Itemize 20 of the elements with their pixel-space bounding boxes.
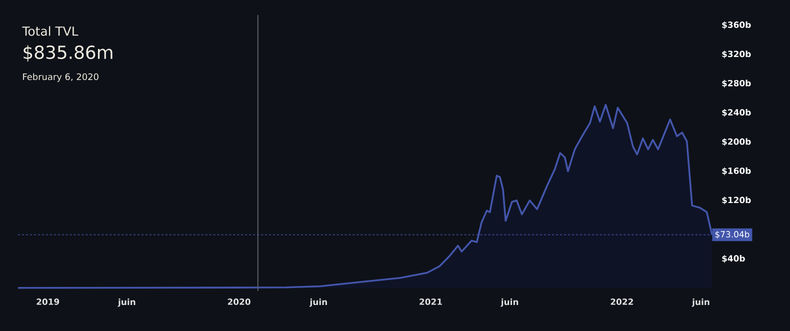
- annotation: February 6, 2020: [23, 73, 98, 82]
- x-tick-label: 2020: [228, 298, 250, 305]
- y-tick-label: $240b: [722, 108, 751, 117]
- x-tick-label: juin: [692, 298, 710, 307]
- x-tick-label: 2021: [420, 298, 442, 305]
- x-tick-label: juin: [118, 298, 136, 307]
- y-tick-label: $280b: [722, 80, 751, 88]
- y-tick-label: $320b: [722, 50, 751, 58]
- y-tick-label: $160b: [722, 167, 751, 176]
- y-tick-label: $200b: [722, 138, 751, 146]
- text: $835.86m: [24, 45, 112, 62]
- y-tick-label: $40b: [722, 255, 745, 263]
- x-tick-label: juin: [309, 298, 327, 307]
- x-tick-label: juin: [500, 298, 518, 307]
- x-tick-label: 2019: [36, 298, 60, 305]
- text: Total TVL: [22, 26, 78, 36]
- y-tick-label: $360b: [722, 21, 751, 30]
- x-tick-label: 2022: [610, 298, 633, 305]
- ref-line-label: $73.04b: [715, 230, 750, 239]
- y-tick-label: $120b: [722, 196, 751, 204]
